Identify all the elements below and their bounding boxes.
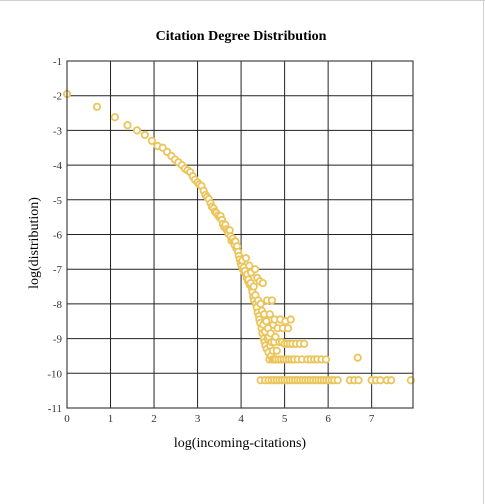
data-point xyxy=(110,113,119,122)
data-point xyxy=(300,339,309,348)
data-point xyxy=(249,282,258,291)
y-tick-label: -2 xyxy=(53,91,62,103)
data-points xyxy=(62,89,415,385)
y-tick-label: -8 xyxy=(53,299,63,311)
data-point xyxy=(123,121,132,130)
y-tick-label: -9 xyxy=(53,334,63,346)
right-border xyxy=(483,0,484,504)
data-point xyxy=(265,310,274,319)
data-point xyxy=(258,278,267,288)
data-point xyxy=(333,376,342,385)
data-point xyxy=(272,346,281,355)
data-point xyxy=(353,353,362,362)
data-point xyxy=(250,265,260,274)
x-tick-label: 7 xyxy=(369,413,375,425)
y-axis-label: log(distribution) xyxy=(27,197,42,289)
y-tick-label: -6 xyxy=(53,230,63,242)
data-point xyxy=(283,324,293,333)
data-point xyxy=(132,126,142,135)
data-point xyxy=(140,130,150,140)
data-point xyxy=(376,376,385,385)
y-tick-label: -3 xyxy=(53,125,63,137)
data-point xyxy=(321,355,331,364)
y-tick-label: -7 xyxy=(53,264,63,276)
data-point xyxy=(271,332,280,341)
data-point xyxy=(241,253,250,263)
plot-frame xyxy=(66,60,414,409)
x-tick-labels: 0 1 2 3 4 5 6 7 xyxy=(64,413,375,425)
y-tick-label: -11 xyxy=(48,403,62,415)
data-point xyxy=(354,376,363,385)
data-point xyxy=(147,136,156,145)
data-point xyxy=(262,317,271,326)
y-tick-label: -10 xyxy=(47,368,62,380)
x-tick-label: 1 xyxy=(108,413,114,425)
data-point xyxy=(387,376,396,385)
y-tick-label: -5 xyxy=(53,195,63,207)
data-point xyxy=(245,261,254,270)
x-tick-label: 5 xyxy=(282,413,288,425)
top-border xyxy=(0,0,485,1)
x-tick-label: 2 xyxy=(151,413,157,425)
x-tick-label: 3 xyxy=(195,413,201,425)
x-tick-label: 6 xyxy=(325,413,331,425)
grid xyxy=(66,60,413,409)
chart-title: Citation Degree Distribution xyxy=(156,29,327,44)
data-point xyxy=(286,315,295,324)
data-point xyxy=(267,296,277,305)
y-tick-label: -4 xyxy=(53,160,63,172)
y-tick-labels: -1 -2 -3 -4 -5 -6 -7 -8 -9 -10 -11 xyxy=(47,56,62,415)
x-axis-label: log(incoming-citations) xyxy=(174,436,307,451)
data-point xyxy=(256,299,265,308)
y-tick-label: -1 xyxy=(53,56,62,68)
data-point xyxy=(92,102,102,111)
x-tick-label: 0 xyxy=(64,413,70,425)
x-tick-label: 4 xyxy=(238,413,244,425)
